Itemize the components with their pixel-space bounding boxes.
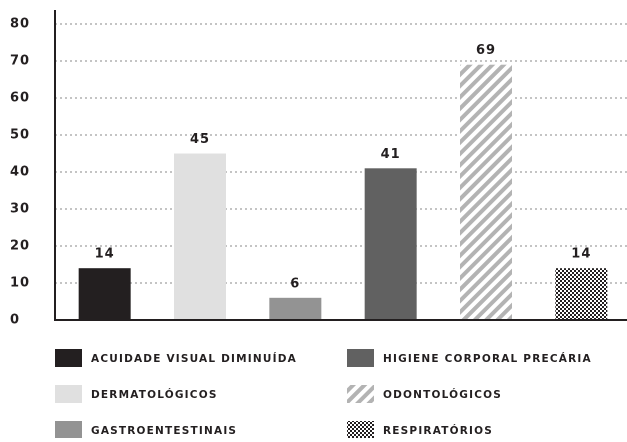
- bar: [269, 297, 322, 320]
- y-tick-label: 80: [10, 17, 30, 32]
- legend-label: ACUIDADE VISUAL DIMINUÍDA: [91, 352, 297, 365]
- bar: [460, 64, 512, 320]
- y-tick-label: 10: [10, 276, 30, 291]
- bar: [78, 268, 131, 320]
- value-label: 14: [571, 247, 591, 262]
- bar: [555, 268, 608, 320]
- legend-swatch: [347, 421, 374, 439]
- y-tick-label: 0: [10, 313, 20, 328]
- bar: [174, 153, 226, 320]
- y-tick-label: 20: [10, 239, 30, 254]
- y-tick-label: 50: [10, 128, 30, 143]
- y-tick-label: 70: [10, 54, 30, 69]
- legend-swatch: [55, 385, 82, 403]
- legend-swatch: [55, 421, 82, 439]
- y-tick-label: 60: [10, 91, 30, 106]
- legend-label: RESPIRATÓRIOS: [383, 424, 493, 437]
- legend-label: HIGIENE CORPORAL PRECÁRIA: [383, 352, 592, 365]
- value-label: 14: [95, 247, 115, 262]
- legend-swatch: [347, 385, 374, 403]
- y-tick-label: 30: [10, 202, 30, 217]
- y-tick-label: 40: [10, 165, 30, 180]
- value-label: 45: [190, 132, 210, 147]
- legend-label: GASTROENTESTINAIS: [91, 425, 237, 437]
- legend-label: ODONTOLÓGICOS: [383, 388, 502, 401]
- value-label: 41: [381, 147, 401, 162]
- value-label: 69: [476, 43, 496, 58]
- legend-label: DERMATOLÓGICOS: [91, 388, 218, 401]
- legend-swatch: [347, 349, 374, 367]
- legend-swatch: [55, 349, 82, 367]
- value-label: 6: [290, 276, 300, 291]
- bar: [364, 168, 417, 320]
